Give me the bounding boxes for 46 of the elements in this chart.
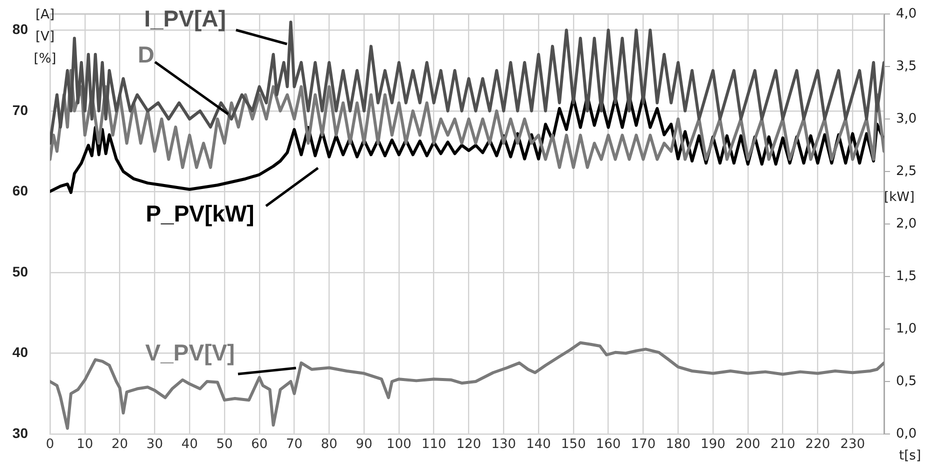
series-label: V_PV[V]	[145, 339, 235, 366]
x-tick-label: 100	[386, 437, 412, 452]
x-tick-label: 30	[146, 437, 163, 452]
x-tick-label: 230	[840, 437, 866, 452]
y2-tick-label: 3,0	[896, 111, 917, 126]
x-tick-label: 140	[526, 437, 551, 452]
text: I_PV[A]	[144, 5, 226, 32]
series-label: P_PV[kW]	[146, 200, 254, 226]
y2-axis-title: [kW]	[884, 190, 915, 206]
x-tick-label: 40	[181, 437, 198, 452]
y-tick-label: 70	[12, 102, 28, 118]
x-tick-label: 80	[320, 437, 338, 452]
y2-tick-label: 2,0	[896, 216, 917, 232]
x-tick-label: 50	[216, 437, 233, 452]
x-tick-label: 90	[356, 437, 372, 452]
y-tick-label: 80	[12, 21, 28, 38]
y2-tick-label: 1,0	[896, 321, 917, 336]
y-tick-label: 30	[12, 424, 28, 441]
x-tick-label: 220	[805, 437, 830, 452]
y-axis-title: [A] [V] [%]	[34, 7, 56, 66]
y2-tick-label: 4,0	[896, 6, 917, 22]
y2-tick-label: 0,0	[896, 426, 917, 442]
y-tick-label: 60	[12, 182, 28, 199]
y2-tick-label: 2,5	[896, 164, 917, 179]
x-tick-label: 170	[630, 437, 656, 452]
x-tick-label: 160	[596, 437, 621, 452]
y-tick-label: 50	[12, 263, 28, 280]
x-tick-label: 130	[491, 437, 516, 452]
y-tick-label: 40	[12, 344, 28, 360]
x-tick-label: 200	[735, 437, 760, 452]
x-tick-label: 210	[770, 437, 796, 452]
y2-tick-label: 3,5	[896, 58, 917, 74]
x-tick-label: 110	[421, 437, 446, 452]
x-tick-label: 70	[286, 437, 303, 452]
x-tick-label: 10	[76, 437, 94, 452]
x-tick-label: 120	[456, 437, 482, 452]
x-tick-label: 180	[666, 437, 691, 452]
y2-tick-label: 0,5	[896, 374, 917, 389]
x-tick-label: 190	[700, 437, 726, 452]
x-axis-title: t[s]	[898, 448, 922, 464]
x-tick-label: 20	[112, 437, 128, 452]
x-tick-label: 0	[46, 437, 54, 452]
x-tick-label: 150	[561, 437, 586, 452]
series-label: D	[138, 41, 154, 68]
y2-tick-label: 1,5	[896, 268, 917, 284]
x-tick-label: 60	[251, 437, 268, 452]
